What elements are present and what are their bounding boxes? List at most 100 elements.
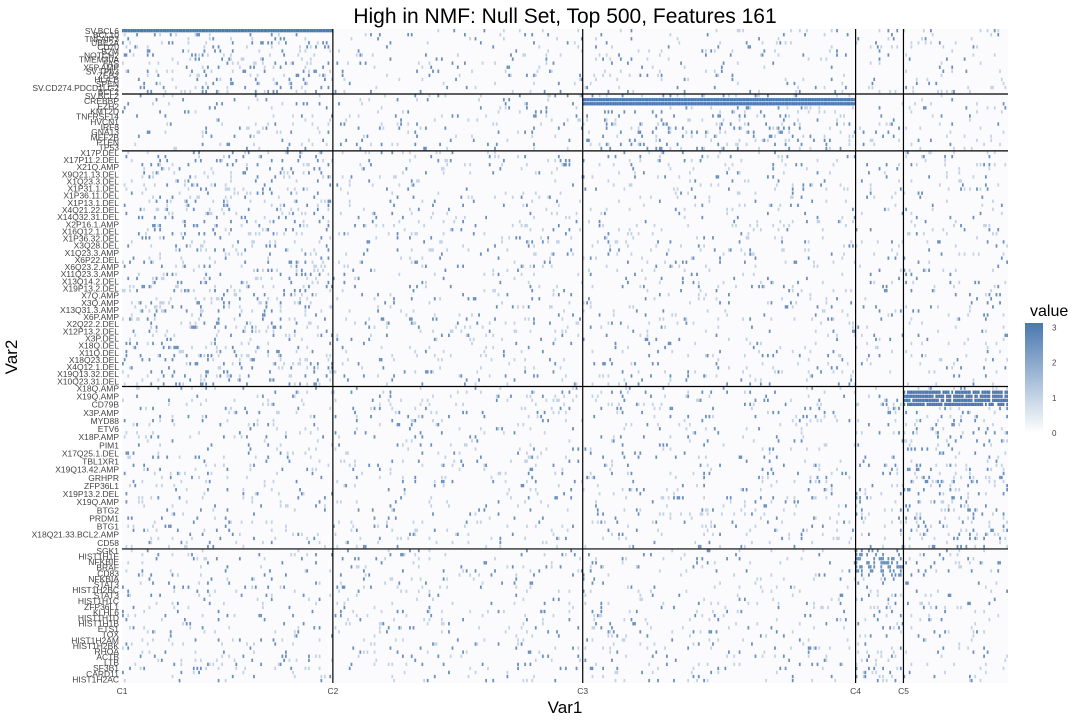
heatmap-cell [938, 402, 941, 407]
heatmap-cell [552, 341, 555, 346]
heatmap-cell [261, 126, 264, 130]
heatmap-cell [722, 443, 725, 447]
heatmap-cell [983, 142, 985, 147]
heatmap-cell [603, 98, 606, 102]
heatmap-cell [910, 439, 913, 443]
heatmap-cell [306, 102, 309, 106]
heatmap-cell [836, 366, 838, 370]
heatmap-cell [269, 252, 271, 256]
heatmap-cell [444, 126, 447, 130]
heatmap-cell [621, 93, 624, 98]
heatmap-cell [308, 73, 310, 78]
heatmap-cell [285, 333, 287, 337]
heatmap-cell [308, 171, 310, 175]
heatmap-cell [233, 288, 236, 293]
heatmap-cell [295, 390, 298, 394]
heatmap-cell [938, 406, 941, 411]
heatmap-cell [176, 471, 179, 476]
heatmap-cell [860, 508, 863, 512]
heatmap-cell [322, 41, 325, 45]
heatmap-cell [758, 102, 760, 106]
heatmap-cell [685, 321, 688, 325]
heatmap-cell [396, 232, 399, 236]
heatmap-cell [557, 483, 560, 488]
heatmap-cell [745, 488, 748, 492]
heatmap-cell [504, 102, 507, 106]
heatmap-cell [963, 398, 966, 402]
heatmap-cell [568, 138, 571, 143]
heatmap-cell [995, 508, 998, 512]
heatmap-cell [150, 260, 153, 264]
heatmap-cell [786, 305, 789, 309]
heatmap-cell [910, 288, 913, 293]
heatmap-cell [770, 467, 773, 472]
heatmap-cell [798, 122, 801, 126]
heatmap-cell [664, 102, 666, 106]
heatmap-cell [573, 479, 576, 484]
heatmap-cell [483, 349, 486, 354]
heatmap-cell [199, 382, 202, 386]
heatmap-cell [458, 73, 461, 78]
heatmap-cell [380, 150, 383, 155]
heatmap-cell [465, 390, 468, 394]
heatmap-cell [561, 163, 564, 167]
heatmap-cell [600, 98, 603, 102]
heatmap-cell [228, 57, 231, 61]
heatmap-cell [455, 325, 457, 329]
heatmap-cell [910, 219, 913, 224]
heatmap-cell [713, 134, 716, 138]
heatmap-cell [453, 29, 456, 33]
heatmap-cell [784, 77, 787, 82]
heatmap-cell [825, 146, 828, 151]
heatmap-cell [878, 268, 881, 272]
heatmap-cell [687, 394, 690, 398]
heatmap-cell [807, 358, 810, 362]
heatmap-cell [182, 236, 185, 240]
heatmap-cell [919, 195, 922, 199]
heatmap-cell [313, 268, 316, 272]
heatmap-cell [967, 483, 970, 488]
heatmap-cell [979, 61, 982, 65]
heatmap-cell [1000, 394, 1003, 398]
heatmap-cell [233, 293, 236, 297]
heatmap-cell [623, 378, 626, 382]
heatmap-cell [953, 418, 955, 423]
heatmap-cell [949, 483, 952, 488]
heatmap-cell [428, 73, 431, 78]
heatmap-cell [224, 29, 227, 33]
heatmap-cell [689, 118, 691, 122]
heatmap-cell [522, 264, 525, 268]
heatmap-cell [556, 211, 558, 216]
heatmap-cell [304, 309, 307, 313]
heatmap-cell [387, 488, 390, 492]
heatmap-cell [554, 471, 557, 476]
heatmap-cell [612, 163, 615, 167]
heatmap-cell [329, 183, 332, 187]
heatmap-cell [658, 199, 661, 203]
heatmap-cell [774, 142, 776, 147]
heatmap-cell [159, 236, 161, 240]
heatmap-cell [687, 353, 690, 358]
heatmap-cell [127, 37, 130, 41]
heatmap-cell [915, 398, 918, 402]
heatmap-cell [701, 203, 704, 207]
heatmap-cell [547, 93, 550, 98]
heatmap-cell [588, 102, 590, 106]
heatmap-cell [818, 398, 821, 402]
heatmap-cell [226, 488, 229, 492]
heatmap-cell [958, 374, 961, 378]
heatmap-cell [832, 349, 835, 354]
heatmap-cell [969, 475, 971, 480]
heatmap-cell [827, 102, 830, 106]
heatmap-cell [910, 41, 913, 45]
heatmap-cell [807, 57, 810, 61]
heatmap-cell [440, 418, 443, 423]
heatmap-cell [580, 280, 583, 285]
heatmap-cell [974, 398, 977, 402]
heatmap-cell [839, 386, 842, 390]
heatmap-cell [924, 268, 927, 272]
heatmap-cell [368, 337, 371, 342]
heatmap-cell [300, 398, 303, 402]
heatmap-cell [258, 49, 261, 53]
heatmap-cell [244, 85, 247, 90]
